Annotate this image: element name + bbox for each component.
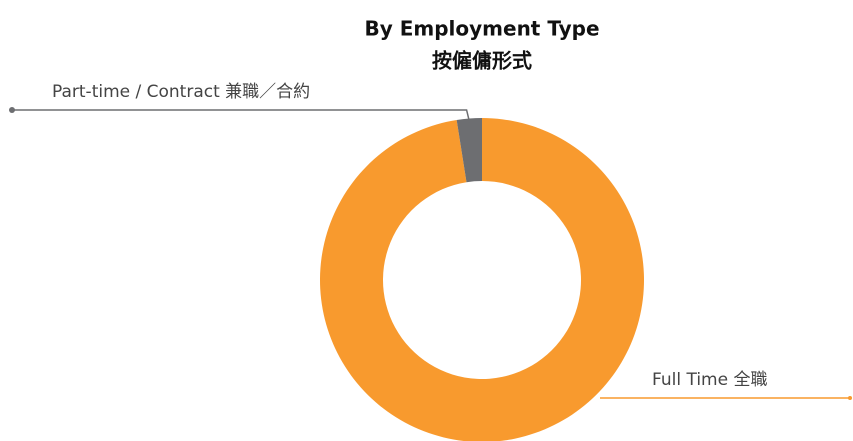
slice-label: Full Time 全職 [652, 370, 767, 390]
leader-dot [848, 396, 852, 400]
donut-slice [456, 118, 482, 183]
chart-title: By Employment Type [364, 17, 599, 41]
slice-label: Part-time / Contract 兼職／合約 [52, 82, 310, 102]
chart-subtitle: 按僱傭形式 [432, 49, 532, 73]
leader-dot [9, 107, 15, 113]
leader-line [12, 109, 471, 123]
donut-slice [320, 118, 644, 441]
